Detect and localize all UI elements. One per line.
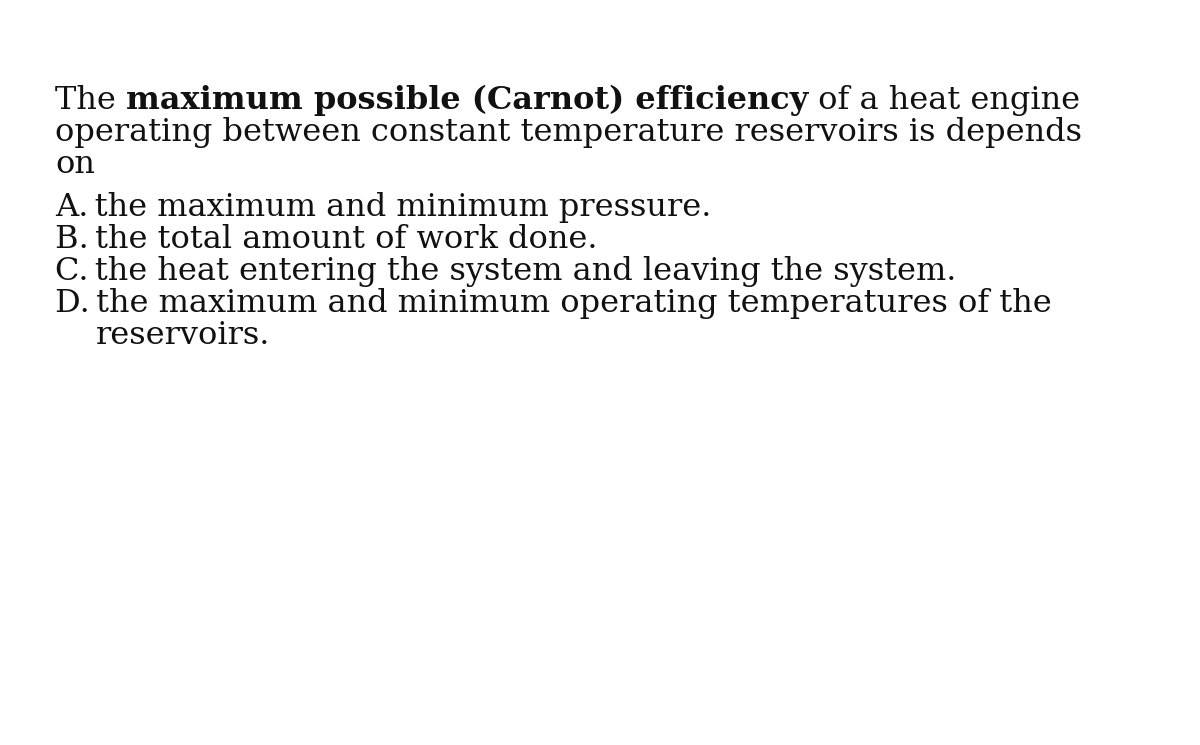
Text: maximum possible (Carnot) efficiency: maximum possible (Carnot) efficiency (126, 85, 809, 116)
Text: B. the total amount of work done.: B. the total amount of work done. (55, 224, 598, 256)
Text: D. the maximum and minimum operating temperatures of the: D. the maximum and minimum operating tem… (55, 288, 1051, 319)
Text: reservoirs.: reservoirs. (96, 320, 270, 351)
Text: of a heat engine: of a heat engine (809, 85, 1080, 116)
Text: A. the maximum and minimum pressure.: A. the maximum and minimum pressure. (55, 192, 712, 224)
Text: on: on (55, 149, 95, 180)
Text: operating between constant temperature reservoirs is depends: operating between constant temperature r… (55, 117, 1082, 148)
Text: The: The (55, 85, 126, 116)
Text: C. the heat entering the system and leaving the system.: C. the heat entering the system and leav… (55, 256, 956, 288)
